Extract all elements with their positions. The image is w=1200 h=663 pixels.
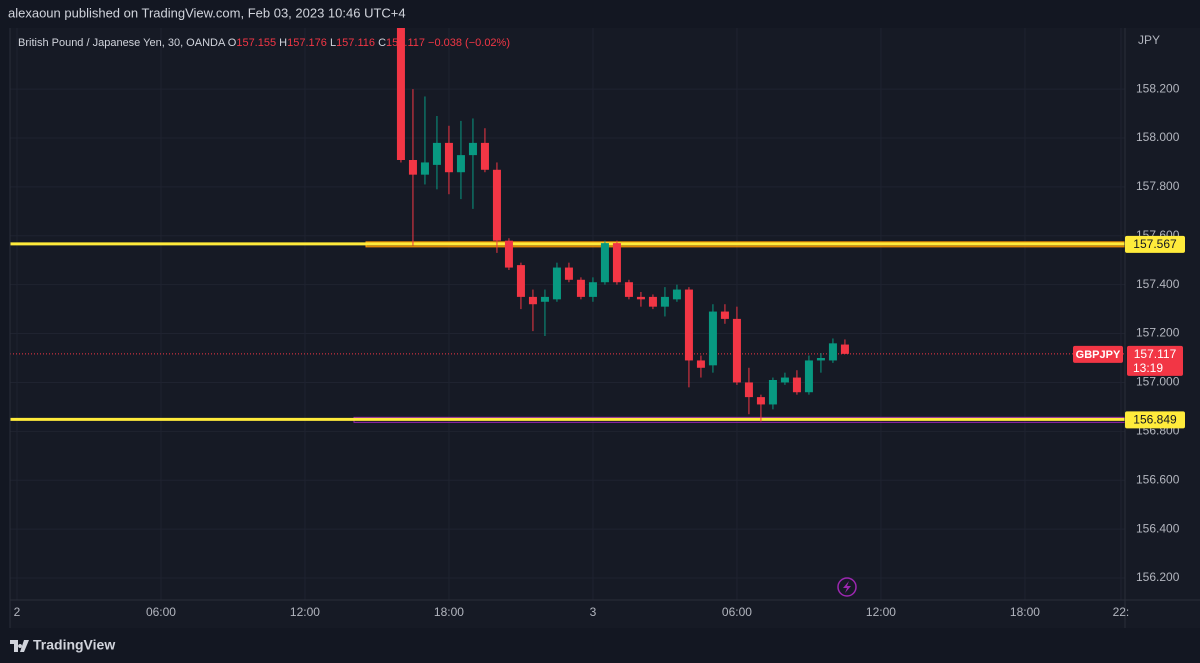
y-tick-label: 158.200 [1136, 81, 1180, 95]
ohlc-value: 157.116 [336, 37, 375, 49]
candle-body [648, 296, 657, 307]
level-label-box [1125, 235, 1185, 253]
ohlc-label: L [330, 37, 336, 49]
candle-body [564, 267, 573, 280]
candle-body [444, 142, 453, 173]
plot [10, 28, 1125, 423]
last-price-box [1127, 345, 1183, 376]
candle-body [792, 377, 801, 393]
candle-body [756, 397, 765, 405]
candle-body [420, 162, 429, 175]
replay-icon[interactable] [837, 577, 857, 597]
candle-body [540, 296, 549, 302]
x-tick-label: 12:00 [866, 605, 896, 619]
candle-body [624, 282, 633, 297]
candle-body [840, 344, 849, 354]
y-tick-label: 156.400 [1136, 521, 1180, 535]
candle-body [504, 240, 513, 268]
candle-body [492, 169, 501, 241]
x-tick-label: 18:00 [1010, 605, 1040, 619]
ohlc-value: 157.117 [386, 37, 425, 49]
x-tick-label: 3 [590, 605, 597, 619]
candle-body [408, 160, 417, 175]
level-label: 156.849 [1133, 413, 1177, 427]
candle-body [744, 382, 753, 398]
y-tick-label: 157.800 [1136, 179, 1180, 193]
change: −0.038 (−0.02%) [428, 37, 510, 49]
x-tick-label: 06:00 [146, 605, 176, 619]
x-tick-label: 22: [1113, 605, 1130, 619]
candle-body [576, 279, 585, 297]
brand[interactable]: TradingView [33, 637, 115, 653]
ohlc-value: 157.155 [236, 37, 276, 49]
candle-body [828, 343, 837, 361]
candle-body [816, 358, 825, 361]
candle-body [468, 142, 477, 156]
candle-body [432, 142, 441, 165]
y-tick-label: 157.400 [1136, 277, 1180, 291]
candle-body [516, 265, 525, 297]
x-tick-label: 06:00 [722, 605, 752, 619]
grid [10, 28, 1125, 600]
publish-info: alexaoun published on TradingView.com, F… [8, 5, 406, 20]
candle-body [780, 377, 789, 383]
x-tick-label: 18:00 [434, 605, 464, 619]
candle-body [552, 267, 561, 300]
y-tick-label: 157.000 [1136, 375, 1180, 389]
candle-body [528, 296, 537, 305]
candle-body [660, 296, 669, 307]
candle-body [672, 289, 681, 300]
y-tick-label: 156.200 [1136, 570, 1180, 584]
candle-body [708, 311, 717, 366]
last-price-label: 157.117 [1134, 347, 1177, 361]
ohlc-value: 157.176 [287, 37, 327, 49]
candle-body [684, 289, 693, 361]
candle-body [396, 28, 405, 161]
legend-header: British Pound / Japanese Yen, 30, OANDA … [18, 37, 510, 49]
ohlc-label: O [228, 37, 237, 49]
ohlc-label: C [378, 37, 386, 49]
currency: JPY [1138, 33, 1160, 47]
x-tick-label: 2 [14, 605, 21, 619]
candle-body [456, 155, 465, 173]
x-tick-label: 12:00 [290, 605, 320, 619]
candle-body [720, 311, 729, 319]
symbol: British Pound / Japanese Yen, 30, OANDA [18, 37, 226, 49]
candle-body [732, 318, 741, 383]
symbol-label-box [1073, 345, 1123, 363]
level-label: 157.567 [1133, 237, 1177, 251]
level-label-box [1125, 411, 1185, 429]
ohlc-label: H [279, 37, 287, 49]
chart-pane [10, 28, 1200, 628]
countdown-label: 13:19 [1133, 361, 1163, 375]
candle-body [600, 243, 609, 283]
candle-body [480, 142, 489, 170]
y-tick-label: 157.200 [1136, 326, 1180, 340]
candle-body [804, 360, 813, 393]
y-tick-label: 156.600 [1136, 472, 1180, 486]
candle-body [588, 282, 597, 297]
candle-body [696, 360, 705, 368]
candle-body [612, 243, 621, 283]
y-tick-label: 158.000 [1136, 130, 1180, 144]
symbol-label: GBPJPY [1076, 349, 1121, 361]
footer-logo[interactable]: TradingView [10, 637, 115, 653]
candle-body [768, 380, 777, 405]
candle-body [636, 296, 645, 300]
